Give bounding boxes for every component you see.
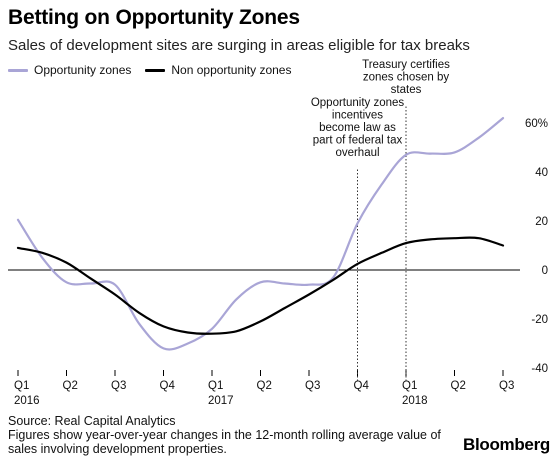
legend-swatch-opportunity bbox=[8, 68, 28, 72]
x-tick-year-label: 2018 bbox=[402, 395, 428, 407]
x-tick-label: Q1 bbox=[208, 380, 223, 392]
x-tick-label: Q3 bbox=[499, 380, 514, 392]
x-tick-year-label: 2016 bbox=[14, 395, 40, 407]
x-tick-label: Q2 bbox=[63, 380, 78, 392]
annotation-text: part of federal tax bbox=[313, 135, 403, 147]
y-tick-label: 0 bbox=[542, 265, 548, 277]
footnote-line-2: sales involving development properties. bbox=[8, 442, 227, 456]
annotation-text: overhaul bbox=[335, 147, 379, 159]
legend-item-opportunity: Opportunity zones bbox=[8, 63, 131, 77]
y-tick-label: 40 bbox=[535, 167, 548, 179]
bloomberg-logo: Bloomberg bbox=[462, 435, 550, 454]
series-line-non-opportunity-zones bbox=[16, 236, 505, 335]
x-tick-label: Q1 bbox=[14, 380, 29, 392]
annotation-text: zones chosen by bbox=[363, 72, 450, 84]
legend-item-non-opportunity: Non opportunity zones bbox=[145, 63, 291, 77]
legend-label-opportunity: Opportunity zones bbox=[34, 63, 132, 77]
y-tick-label: 60% bbox=[525, 118, 548, 130]
chart-title: Betting on Opportunity Zones bbox=[8, 6, 300, 29]
footnote-line-1: Figures show year-over-year changes in t… bbox=[8, 428, 441, 442]
annotation-text: become law as bbox=[319, 122, 396, 134]
x-tick-label: Q4 bbox=[354, 380, 370, 392]
footer: Source: Real Capital Analytics Figures s… bbox=[8, 414, 441, 456]
x-tick-label: Q3 bbox=[305, 380, 320, 392]
x-tick-year-label: 2017 bbox=[208, 395, 234, 407]
x-tick-label: Q1 bbox=[402, 380, 417, 392]
y-tick-label: 20 bbox=[535, 216, 548, 228]
y-tick-label: -20 bbox=[531, 314, 548, 326]
source-note: Source: Real Capital Analytics bbox=[8, 414, 176, 428]
annotation-text: Opportunity zones bbox=[311, 97, 405, 109]
x-tick-label: Q4 bbox=[160, 380, 176, 392]
annotation-text: states bbox=[391, 84, 422, 96]
annotation-text: Treasury certifies bbox=[362, 59, 450, 71]
chart-subtitle: Sales of development sites are surging i… bbox=[8, 37, 470, 54]
legend-swatch-non-opportunity bbox=[145, 68, 166, 72]
x-tick-label: Q2 bbox=[451, 380, 466, 392]
x-tick-label: Q2 bbox=[257, 380, 272, 392]
x-tick-label: Q3 bbox=[111, 380, 126, 392]
legend: Opportunity zones Non opportunity zones bbox=[8, 63, 305, 77]
annotation-text: incentives bbox=[332, 110, 383, 122]
series-line-opportunity-zones bbox=[16, 117, 505, 351]
y-tick-label: -40 bbox=[531, 363, 548, 375]
legend-label-non-opportunity: Non opportunity zones bbox=[171, 63, 292, 77]
